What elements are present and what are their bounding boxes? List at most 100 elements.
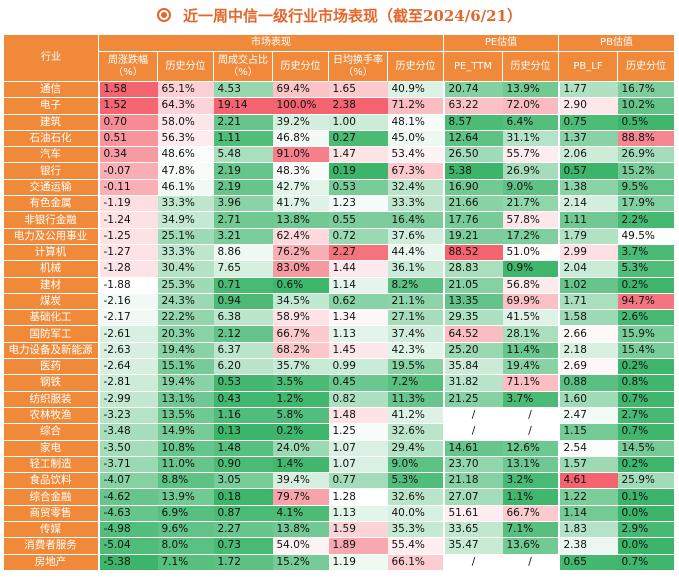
- header-group-row: 行业 市场表现 PE估值 PB估值: [3, 34, 675, 82]
- table-cell: 1.13: [328, 325, 388, 343]
- table-row: 有色金属 -1.19 33.3% 3.96 41.7% 1.23 33.3% 21.66 21.…: [3, 195, 676, 213]
- table-cell: 7.1%: [157, 554, 214, 571]
- table-row: 农林牧渔 -3.23 13.5% 1.16 5.8% 1.48 41.2% //2.47 2.7…: [3, 407, 676, 425]
- table-cell: /: [502, 407, 560, 425]
- table-cell: 64.52: [443, 325, 503, 343]
- table-cell: 13.8%: [272, 211, 329, 229]
- industry-label: 消费者服务: [3, 537, 100, 555]
- table-cell: 21.18: [443, 472, 503, 490]
- table-cell: 33.3%: [157, 195, 214, 213]
- table-cell: 1.45: [328, 342, 388, 360]
- table-cell: 45.0%: [387, 130, 445, 148]
- table-cell: 0.62: [328, 293, 388, 311]
- table-cell: 48.6%: [157, 146, 214, 164]
- table-cell: 20.3%: [157, 325, 214, 343]
- table-cell: 33.3%: [387, 195, 445, 213]
- table-cell: 16.90: [443, 179, 503, 197]
- table-cell: 7.1%: [502, 521, 560, 539]
- table-cell: 30.4%: [157, 260, 214, 278]
- table-cell: 1.07: [328, 440, 388, 457]
- table-cell: 3.2%: [502, 472, 560, 490]
- page-title: 近一周中信一级行业市场表现（截至2024/6/21）: [182, 6, 523, 25]
- table-cell: 2.04: [558, 260, 618, 278]
- table-cell: 19.14: [213, 97, 273, 115]
- industry-label: 建材: [3, 277, 100, 294]
- table-cell: 2.38: [328, 97, 388, 115]
- industry-label: 通信: [3, 81, 100, 99]
- table-cell: 48.1%: [387, 114, 445, 131]
- table-cell: 26.9%: [502, 162, 560, 180]
- table-cell: 19.5%: [387, 358, 445, 376]
- table-cell: -1.19: [98, 195, 158, 213]
- header-weekly-change: 周涨跌幅（%）: [98, 51, 158, 82]
- table-cell: 66.1%: [387, 554, 445, 571]
- table-cell: 0.45: [328, 374, 388, 392]
- table-cell: 0.13: [213, 423, 273, 441]
- header-pe-ttm: PE_TTM: [443, 51, 503, 82]
- table-cell: 10.8%: [157, 440, 214, 457]
- table-cell: 14.5%: [617, 440, 676, 457]
- table-cell: 51.0%: [502, 244, 560, 262]
- table-cell: 53.4%: [387, 146, 445, 164]
- table-cell: -5.38: [98, 554, 158, 571]
- industry-label: 农林牧渔: [3, 407, 100, 425]
- table-cell: 25.3%: [157, 277, 214, 294]
- industry-label: 机械: [3, 260, 100, 278]
- table-cell: -2.81: [98, 374, 158, 392]
- table-cell: 13.9%: [157, 488, 214, 506]
- table-cell: 39.2%: [272, 114, 329, 131]
- table-cell: 88.52: [443, 244, 503, 262]
- table-cell: 1.22: [558, 488, 618, 506]
- table-cell: 6.9%: [157, 505, 214, 523]
- table-row: 电力及公用事业 -1.25 25.1% 3.21 62.4% 0.72 37.6% 19.21…: [3, 228, 676, 245]
- target-circle-icon: [156, 8, 171, 22]
- table-cell: /: [443, 554, 503, 571]
- table-cell: 11.3%: [387, 391, 445, 408]
- table-cell: 2.38: [558, 537, 618, 555]
- table-cell: 1.13: [328, 505, 388, 523]
- industry-label: 交通运输: [3, 179, 100, 197]
- industry-label: 食品饮料: [3, 472, 100, 490]
- table-cell: 3.21: [213, 228, 273, 245]
- header-pe-pct: 历史分位: [502, 51, 559, 82]
- table-cell: 71.2%: [387, 97, 445, 115]
- table-cell: 1.44: [328, 260, 388, 278]
- industry-label: 非银行金融: [3, 211, 100, 229]
- table-cell: 0.99: [328, 358, 388, 376]
- header-weekly-change-pct: 历史分位: [157, 51, 214, 82]
- table-cell: 58.9%: [272, 309, 329, 327]
- table-cell: 1.25: [328, 423, 388, 441]
- industry-market-table: 行业 市场表现 PE估值 PB估值 周涨跌幅（%） 历史分位 周成交占比（%） …: [3, 34, 676, 571]
- table-cell: 0.7%: [617, 554, 676, 571]
- table-cell: 0.94: [213, 293, 273, 311]
- table-cell: 15.2%: [617, 162, 676, 180]
- table-cell: -2.63: [98, 342, 158, 360]
- table-cell: -4.07: [98, 472, 158, 490]
- table-cell: 11.0%: [157, 456, 214, 474]
- table-cell: 15.4%: [617, 342, 676, 360]
- table-cell: 76.2%: [272, 244, 329, 262]
- table-cell: 25.20: [443, 342, 503, 360]
- table-cell: 2.19: [213, 179, 273, 197]
- table-cell: 20.74: [443, 81, 503, 99]
- table-cell: 66.7%: [272, 325, 329, 343]
- table-cell: 8.86: [213, 244, 273, 262]
- table-cell: 40.9%: [387, 81, 445, 99]
- table-cell: -2.99: [98, 391, 158, 408]
- header-turnover-rate-pct: 历史分位: [387, 51, 444, 82]
- table-cell: 14.9%: [157, 423, 214, 441]
- table-cell: 0.2%: [272, 423, 329, 441]
- table-cell: 27.07: [443, 488, 503, 506]
- table-cell: 9.6%: [157, 521, 214, 539]
- table-cell: 6.38: [213, 309, 273, 327]
- table-cell: 15.2%: [272, 554, 329, 571]
- table-cell: -2.17: [98, 309, 158, 327]
- table-cell: 23.70: [443, 456, 503, 474]
- table-cell: 21.25: [443, 391, 503, 408]
- table-cell: 19.4%: [502, 358, 560, 376]
- table-cell: 27.1%: [387, 309, 445, 327]
- table-row: 钢铁 -2.81 19.4% 0.53 3.5% 0.45 7.2% 31.82 71.1% 0.…: [3, 374, 676, 392]
- industry-label: 医药: [3, 358, 100, 376]
- table-cell: 16.4%: [387, 211, 445, 229]
- table-row: 机械 -1.28 30.4% 7.65 83.0% 1.44 36.1% 28.83 0.9% 2…: [3, 260, 676, 278]
